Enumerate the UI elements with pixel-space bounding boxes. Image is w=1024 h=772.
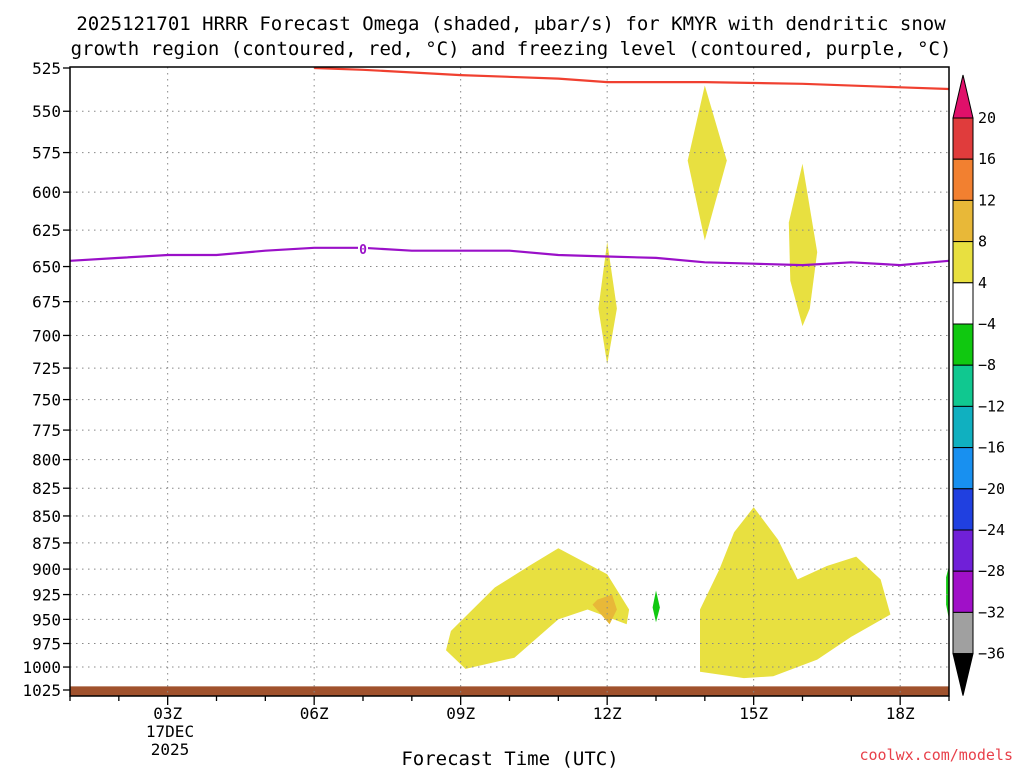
y-tick-label: 625 <box>32 221 61 240</box>
colorbar-tick-label: −4 <box>978 315 996 333</box>
colorbar-swatch <box>952 282 974 325</box>
x-tick-label: 03Z <box>153 704 182 723</box>
colorbar-swatch <box>952 158 974 201</box>
colorbar-tick-label: 12 <box>978 191 996 209</box>
colorbar-tick-label: −32 <box>978 603 1005 621</box>
plot-area <box>70 85 949 696</box>
colorbar-swatch <box>952 241 974 284</box>
omega-shaded-region <box>598 241 617 365</box>
x-tick-label: 06Z <box>300 704 329 723</box>
y-tick-label: 900 <box>32 560 61 579</box>
x-axis: 03Z 06Z 09Z 12Z 15Z 18Z <box>69 696 950 723</box>
colorbar-tick-label: −24 <box>978 521 1005 539</box>
x-tick-label: 18Z <box>886 704 915 723</box>
contour-label-bg <box>358 241 368 256</box>
y-tick-label: 600 <box>32 183 61 202</box>
y-tick-label: 525 <box>32 59 61 78</box>
colorbar-tick-label: −12 <box>978 397 1005 415</box>
y-tick-label: 550 <box>32 102 61 121</box>
chart-title-line-2: growth region (contoured, red, °C) and f… <box>71 38 952 60</box>
omega-shaded-region <box>592 594 617 625</box>
colorbar-bottom-arrow <box>952 653 974 696</box>
y-tick-label: 800 <box>32 451 61 470</box>
colorbar-swatch <box>952 405 974 449</box>
y-tick-label: 975 <box>32 635 61 654</box>
colorbar-swatch <box>952 488 974 531</box>
colorbar-tick-label: 20 <box>978 109 996 127</box>
colorbar-swatch <box>952 364 974 407</box>
y-tick-label: 850 <box>32 507 61 526</box>
colorbar-tick-label: 4 <box>978 274 987 292</box>
y-tick-label: 650 <box>32 258 61 277</box>
y-tick-label: 575 <box>32 144 61 163</box>
colorbar-swatch <box>952 117 974 160</box>
colorbar: 20 16 12 8 4 −4 −8 −12 −16 −20 −24 −28 −32 −36 <box>952 74 1005 696</box>
omega-shaded-region <box>700 507 891 679</box>
x-axis-label: Forecast Time (UTC) <box>401 748 618 768</box>
x-tick-label: 15Z <box>739 704 768 723</box>
colorbar-tick-label: 8 <box>978 233 987 251</box>
ground-surface <box>70 686 949 696</box>
colorbar-tick-label: −28 <box>978 562 1005 580</box>
y-tick-label: 825 <box>32 479 61 498</box>
grid <box>70 67 949 696</box>
colorbar-tick-label: 16 <box>978 150 996 168</box>
colorbar-tick-label: −8 <box>978 356 996 374</box>
colorbar-swatch <box>952 570 974 613</box>
y-tick-label: 950 <box>32 610 61 629</box>
dgz-contour-line <box>314 67 949 91</box>
omega-shaded-region <box>788 163 818 327</box>
y-tick-label: 775 <box>32 421 61 440</box>
contour-lines: 0 <box>70 67 949 267</box>
y-tick-label: 675 <box>32 293 61 312</box>
y-tick-label: 875 <box>32 534 61 553</box>
freezing-level-line <box>70 246 949 267</box>
x-date-day: 17DEC <box>146 722 194 741</box>
y-axis: 525 550 575 600 625 650 675 700 725 750 775 800 825 8… <box>22 59 70 700</box>
colorbar-tick-label: −20 <box>978 480 1005 498</box>
y-tick-label: 750 <box>32 391 61 410</box>
chart-title-line-1: 2025121701 HRRR Forecast Omega (shaded, … <box>76 13 946 35</box>
y-tick-label: 1000 <box>22 658 61 677</box>
colorbar-swatch <box>952 611 974 655</box>
colorbar-top-arrow <box>952 74 974 119</box>
freezing-level-contour-label: 0 <box>359 243 367 258</box>
x-tick-label: 12Z <box>593 704 622 723</box>
omega-shaded-region <box>652 590 660 623</box>
credit-text: coolwx.com/models <box>859 746 1013 764</box>
x-date-year: 2025 <box>151 740 190 759</box>
y-tick-label: 925 <box>32 586 61 605</box>
omega-shaded-region <box>687 85 727 241</box>
y-tick-label: 1025 <box>22 681 61 700</box>
y-tick-label: 700 <box>32 326 61 345</box>
colorbar-swatch <box>952 323 974 366</box>
colorbar-tick-label: −36 <box>978 645 1005 663</box>
colorbar-swatch <box>952 447 974 490</box>
colorbar-tick-label: −16 <box>978 439 1005 457</box>
colorbar-swatch <box>952 199 974 243</box>
x-tick-label: 09Z <box>446 704 475 723</box>
omega-shaded-region <box>446 548 630 669</box>
colorbar-swatch <box>952 529 974 572</box>
y-tick-label: 725 <box>32 359 61 378</box>
